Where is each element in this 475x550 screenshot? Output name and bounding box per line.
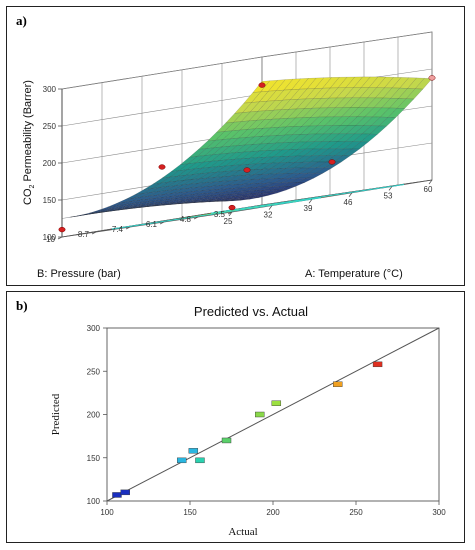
x-axis-label: Actual bbox=[228, 526, 257, 538]
panel-b-label: b) bbox=[16, 298, 28, 313]
z-axis-label-main: CO bbox=[22, 188, 34, 205]
chart-title: Predicted vs. Actual bbox=[194, 304, 308, 319]
x-tick-label: 150 bbox=[183, 508, 197, 517]
x-tick-label: 60 bbox=[424, 185, 433, 194]
y-tick-label: 4.8 bbox=[180, 215, 192, 224]
x-tick-label: 100 bbox=[100, 508, 114, 517]
data-point bbox=[112, 492, 122, 498]
response-surface bbox=[61, 76, 433, 219]
x-tick bbox=[348, 192, 353, 198]
z-axis-label-sub: 2 bbox=[29, 185, 36, 189]
contour-line bbox=[111, 197, 322, 230]
x-tick-label: 39 bbox=[304, 204, 313, 213]
y-tick-label: 3.5 bbox=[214, 210, 226, 219]
y-tick-label: 250 bbox=[87, 367, 101, 376]
y-tick-label: 7.4 bbox=[112, 225, 124, 234]
design-point bbox=[428, 75, 436, 81]
y-tick-label: 100 bbox=[87, 497, 101, 506]
design-point bbox=[228, 204, 236, 211]
data-points bbox=[112, 361, 383, 498]
z-tick-label: 200 bbox=[43, 159, 57, 168]
y-tick-labels: 100 150 200 250 300 bbox=[87, 324, 101, 506]
design-point bbox=[58, 226, 66, 233]
data-point bbox=[195, 457, 205, 464]
x-tick-label: 25 bbox=[224, 217, 233, 226]
z-tick-label: 300 bbox=[43, 85, 57, 94]
z-tick-label: 250 bbox=[43, 122, 57, 131]
x-tick-label: 32 bbox=[264, 211, 273, 220]
x-tick-label: 53 bbox=[384, 191, 393, 200]
x-tick bbox=[308, 198, 313, 204]
data-point bbox=[221, 437, 232, 444]
y-tick-label: 200 bbox=[87, 411, 101, 420]
x-tick bbox=[388, 186, 393, 191]
design-point bbox=[328, 159, 336, 165]
contour-line bbox=[210, 184, 405, 214]
response-surface-panel: a) 100 150 200 250 300 25 32 39 46 53 60 3.5 4.8 6.1 7… bbox=[6, 6, 465, 286]
y-axis-label: B: Pressure (bar) bbox=[37, 268, 121, 280]
panel-a-label: a) bbox=[16, 13, 27, 28]
y-tick bbox=[159, 221, 165, 225]
data-point bbox=[188, 448, 199, 454]
predicted-vs-actual-chart: Predicted vs. Actual 100 150 200 250 300 100 15… bbox=[50, 304, 446, 538]
x-tick-labels: 25 32 39 46 53 60 bbox=[224, 185, 433, 226]
y-axis-label: Predicted bbox=[50, 393, 62, 435]
design-point bbox=[158, 164, 166, 170]
design-points bbox=[58, 75, 436, 233]
reference-line bbox=[106, 327, 440, 502]
data-point bbox=[255, 411, 265, 418]
y-tick bbox=[91, 231, 97, 235]
response-surface-chart: 100 150 200 250 300 25 32 39 46 53 60 3.5 4.8 6.1 7.4 8… bbox=[22, 31, 436, 280]
x-tick-label: 200 bbox=[266, 508, 280, 517]
data-point bbox=[372, 361, 383, 368]
y-tick-label: 300 bbox=[87, 324, 101, 333]
z-tick-label: 100 bbox=[43, 233, 57, 242]
x-axis-label: A: Temperature (°C) bbox=[305, 268, 403, 280]
y-tick-labels: 3.5 4.8 6.1 7.4 8.7 10 bbox=[46, 210, 225, 244]
data-point bbox=[271, 400, 282, 406]
y-tick bbox=[125, 226, 131, 230]
z-tick-labels: 100 150 200 250 300 bbox=[43, 85, 57, 242]
surface-cell bbox=[61, 215, 79, 219]
x-tick bbox=[268, 205, 273, 210]
data-point bbox=[120, 489, 130, 496]
x-tick bbox=[428, 179, 433, 185]
z-axis-label: CO2 Permeability (Barrer) bbox=[22, 80, 36, 205]
x-tick-label: 300 bbox=[432, 508, 446, 517]
design-point bbox=[258, 82, 266, 88]
data-point bbox=[176, 457, 187, 464]
z-tick-label: 150 bbox=[43, 196, 57, 205]
design-point bbox=[243, 167, 251, 173]
x-tick-labels: 100 150 200 250 300 bbox=[100, 508, 446, 517]
y-tick-label: 6.1 bbox=[146, 220, 158, 229]
x-tick-label: 250 bbox=[349, 508, 363, 517]
y-tick bbox=[193, 216, 199, 220]
predicted-vs-actual-panel: b) Predicted vs. Actual 100 150 200 250 300 10… bbox=[6, 291, 465, 543]
y-tick bbox=[57, 236, 63, 240]
data-point bbox=[333, 381, 343, 387]
y-tick-label: 150 bbox=[87, 454, 101, 463]
y-tick bbox=[227, 211, 233, 215]
z-axis-label-rest: Permeability (Barrer) bbox=[22, 80, 34, 185]
x-tick-label: 46 bbox=[344, 198, 353, 207]
y-tick-label: 8.7 bbox=[78, 230, 90, 239]
y-tick-label: 10 bbox=[46, 235, 55, 244]
floor-contours bbox=[111, 184, 405, 230]
